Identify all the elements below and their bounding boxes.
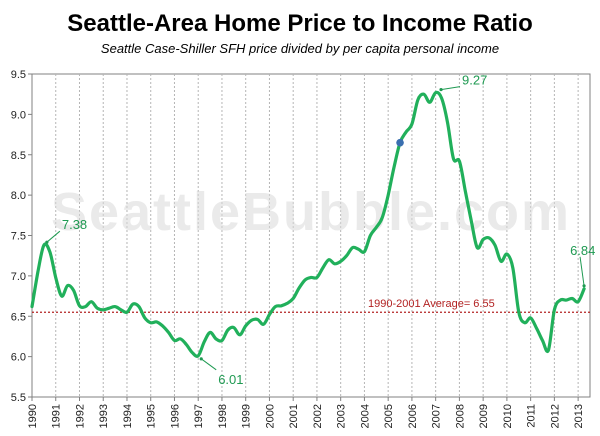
x-axis: 1990 1991 1992 1993 1994 1995 1996 1997 1998 1999… (27, 397, 585, 428)
annotation-arrow-head (45, 240, 49, 244)
plot-area: SeattleBubble.com 1990-2001 Average= 6.5… (30, 73, 595, 398)
chart-subtitle: Seattle Case-Shiller SFH price divided b… (101, 41, 499, 56)
y-tick-label: 5.5 (11, 392, 26, 404)
x-tick-label: 2010 (502, 404, 514, 428)
annotation-arrow (46, 230, 61, 243)
annotation-label: 7.38 (62, 217, 87, 232)
watermark: SeattleBubble.com (51, 182, 571, 242)
x-tick-label: 2005 (383, 404, 395, 428)
grid-lines (55, 74, 579, 397)
y-tick-label: 7.5 (11, 231, 26, 243)
annotation-arrow-head (439, 87, 443, 92)
average-reference-label: 1990-2001 Average= 6.55 (368, 298, 495, 310)
annotation-arrow (440, 86, 461, 91)
x-tick-label: 2009 (478, 404, 490, 428)
x-tick-label: 2007 (431, 404, 443, 428)
annotation-arrow (200, 358, 217, 371)
x-tick-label: 1991 (51, 404, 63, 428)
x-tick-label: 1995 (146, 404, 158, 428)
annotation-label: 6.01 (218, 372, 243, 387)
y-tick-label: 9.0 (11, 109, 26, 121)
y-tick-label: 9.5 (11, 69, 26, 81)
annotation-arrow-head (199, 357, 203, 361)
x-tick-label: 1999 (241, 404, 253, 428)
series-line (30, 90, 586, 358)
series-group (30, 90, 586, 358)
x-tick-label: 2001 (288, 404, 300, 428)
x-tick-label: 2002 (312, 404, 324, 428)
annotation-label: 6.84 (570, 243, 595, 258)
x-tick-label: 1997 (193, 404, 205, 428)
x-tick-label: 2011 (526, 404, 538, 428)
x-tick-label: 2013 (573, 404, 585, 428)
annotation-arrow (579, 256, 585, 286)
x-tick-label: 2012 (549, 404, 561, 428)
chart-title: Seattle-Area Home Price to Income Ratio (67, 10, 532, 37)
annotation-arrow-head (582, 284, 586, 288)
x-tick-label: 1992 (74, 404, 86, 428)
y-tick-label: 6.0 (11, 352, 26, 364)
annotation-group: 7.38 6.01 9.27 6.84 (45, 73, 595, 387)
x-tick-label: 1998 (217, 404, 229, 428)
x-tick-label: 1996 (169, 404, 181, 428)
x-tick-label: 1994 (122, 404, 134, 428)
y-tick-label: 8.5 (11, 150, 26, 162)
y-axis: 5.5 6.0 6.5 7.0 7.5 8.0 8.5 9.0 9.5 (11, 69, 32, 404)
y-tick-label: 8.0 (11, 190, 26, 202)
x-tick-label: 1990 (27, 404, 39, 428)
x-tick-label: 1993 (98, 404, 110, 428)
x-tick-label: 2008 (454, 404, 466, 428)
x-tick-label: 2000 (264, 404, 276, 428)
highlight-point (396, 138, 404, 147)
x-tick-label: 2006 (407, 404, 419, 428)
y-tick-label: 7.0 (11, 271, 26, 283)
plot-frame (31, 73, 591, 398)
x-tick-label: 2003 (336, 404, 348, 428)
x-tick-label: 2004 (359, 404, 371, 428)
y-tick-label: 6.5 (11, 311, 26, 323)
annotation-label: 9.27 (462, 73, 487, 88)
